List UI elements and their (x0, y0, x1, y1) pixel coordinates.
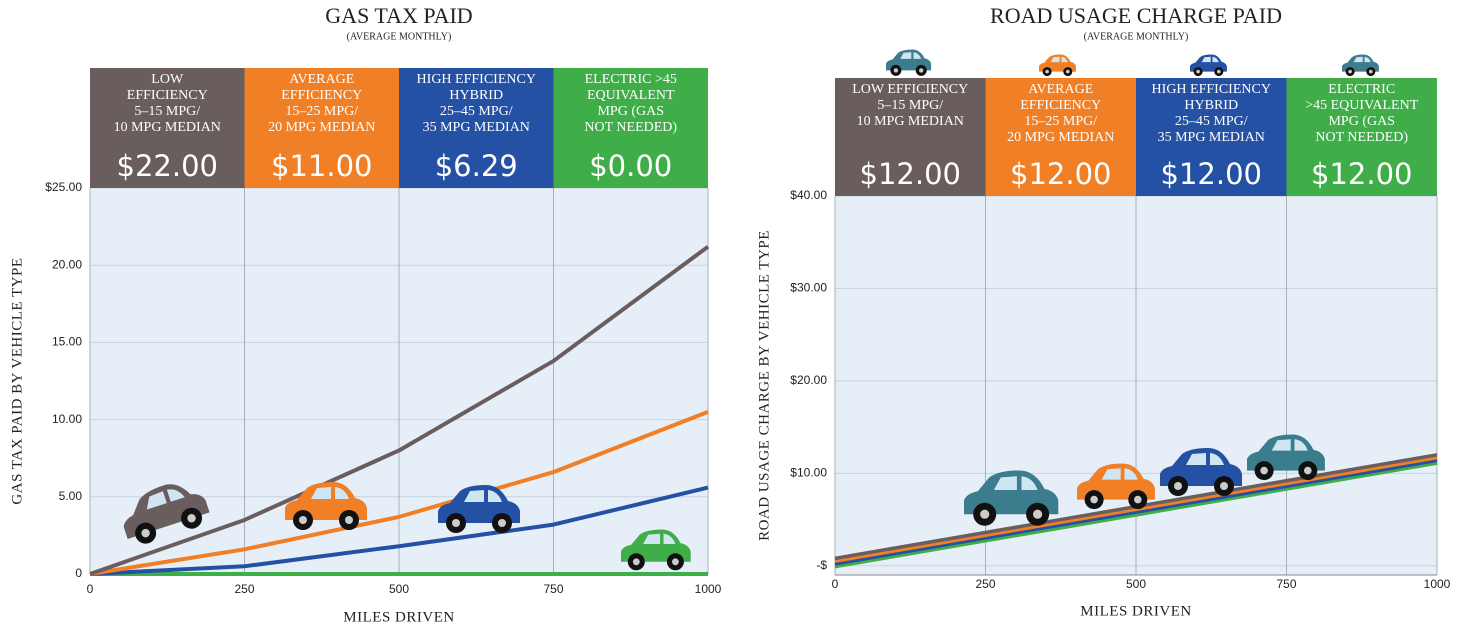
y-tick-label: 20.00 (52, 257, 82, 271)
legend-label: HYBRID (1184, 98, 1238, 113)
legend-label: EFFICIENCY (127, 88, 208, 103)
car-hub (1033, 510, 1042, 519)
legend-label: HIGH EFFICIENCY (417, 72, 536, 87)
car-hub (1134, 496, 1142, 504)
y-axis-label: GAS TAX PAID BY VEHICLE TYPE (9, 257, 25, 504)
y-axis-label: ROAD USAGE CHARGE BY VEHICLE TYPE (756, 230, 772, 541)
car-hub (1369, 70, 1373, 74)
car-icon (1039, 55, 1076, 77)
car-icon (886, 50, 931, 76)
infographic: GAS TAX PAID (AVERAGE MONTHLY) 0 5.00 10.00 1… (0, 0, 1467, 629)
car-hub (452, 519, 460, 527)
legend-label: 25–45 MPG/ (440, 104, 513, 119)
legend-label: 10 MPG MEDIAN (857, 114, 964, 129)
legend-label: >45 EQUIVALENT (1305, 98, 1418, 113)
x-tick-label: 500 (1126, 577, 1146, 591)
legend-label: EQUIVALENT (587, 88, 675, 103)
car-hub (1045, 70, 1049, 74)
car-hub (1196, 70, 1200, 74)
car-hub (980, 510, 989, 519)
legend-label: 5–15 MPG/ (134, 104, 200, 119)
car-hub (894, 68, 898, 72)
legend-label: 5–15 MPG/ (877, 98, 943, 113)
car-hub (919, 68, 923, 72)
legend-label: ELECTRIC >45 (585, 72, 677, 87)
car-hub (672, 558, 679, 565)
legend-amount: $12.00 (1311, 157, 1412, 191)
car-hub (1260, 467, 1268, 475)
car-hub (1304, 467, 1312, 475)
legend-label: 20 MPG MEDIAN (1007, 130, 1114, 145)
y-tick-label: $25.00 (45, 180, 82, 194)
x-tick-label: 500 (389, 582, 409, 596)
legend-label: EFFICIENCY (1020, 98, 1101, 113)
legend-label: 35 MPG MEDIAN (423, 120, 530, 135)
legend-label: LOW (151, 72, 184, 87)
legend-label: EFFICIENCY (281, 88, 362, 103)
chart-title: ROAD USAGE CHARGE PAID (990, 3, 1282, 28)
x-tick-label: 1000 (695, 582, 722, 596)
car-hub (1174, 482, 1182, 490)
legend-amount: $12.00 (1161, 157, 1262, 191)
x-axis-label: MILES DRIVEN (1080, 603, 1191, 619)
y-tick-label: 10.00 (52, 412, 82, 426)
car-icon (1190, 55, 1227, 77)
car-hub (1090, 496, 1098, 504)
chart-title: GAS TAX PAID (325, 3, 472, 28)
legend-label: MPG (GAS (1328, 114, 1395, 129)
y-tick-label: 15.00 (52, 335, 82, 349)
legend-amount: $12.00 (1010, 157, 1111, 191)
x-tick-label: 750 (543, 582, 563, 596)
legend-label: 15–25 MPG/ (1024, 114, 1097, 129)
legend-label: ELECTRIC (1328, 82, 1395, 97)
legend-label: 15–25 MPG/ (285, 104, 358, 119)
legend-label: AVERAGE (1028, 82, 1093, 97)
legend-amount: $11.00 (271, 149, 372, 183)
car-hub (498, 519, 506, 527)
x-tick-label: 0 (87, 582, 94, 596)
y-tick-label: $10.00 (790, 465, 827, 479)
y-tick-label: 5.00 (59, 489, 83, 503)
car-hub (1217, 70, 1221, 74)
legend-label: MPG (GAS (597, 104, 664, 119)
x-tick-label: 1000 (1424, 577, 1451, 591)
legend-amount: $6.29 (435, 149, 518, 183)
car-hub (345, 516, 353, 524)
chart-subtitle: (AVERAGE MONTHLY) (1084, 31, 1189, 42)
car-hub (299, 516, 307, 524)
legend-label: 35 MPG MEDIAN (1158, 130, 1265, 145)
x-tick-label: 0 (832, 577, 839, 591)
y-tick-label: 0 (75, 566, 82, 580)
chart-subtitle: (AVERAGE MONTHLY) (347, 31, 452, 42)
y-tick-label: -$ (816, 558, 827, 572)
x-axis-label: MILES DRIVEN (343, 609, 454, 625)
legend-label: AVERAGE (289, 72, 354, 87)
x-tick-label: 250 (975, 577, 995, 591)
car-hub (1220, 482, 1228, 490)
legend-label: NOT NEEDED) (584, 120, 677, 135)
legend-label: HIGH EFFICIENCY (1152, 82, 1271, 97)
y-tick-label: $20.00 (790, 373, 827, 387)
legend-label: NOT NEEDED) (1315, 130, 1408, 145)
car-icon (1342, 55, 1379, 77)
x-tick-label: 750 (1276, 577, 1296, 591)
car-hub (1348, 70, 1352, 74)
x-tick-label: 250 (234, 582, 254, 596)
y-tick-label: $30.00 (790, 281, 827, 295)
legend-amount: $0.00 (589, 149, 672, 183)
legend-label: LOW EFFICIENCY (852, 82, 968, 97)
car-hub (1066, 70, 1070, 74)
y-tick-label: $40.00 (790, 188, 827, 202)
legend-label: 10 MPG MEDIAN (114, 120, 221, 135)
legend-amount: $22.00 (117, 149, 218, 183)
legend-label: 25–45 MPG/ (1175, 114, 1248, 129)
car-hub (633, 558, 640, 565)
legend-label: 20 MPG MEDIAN (268, 120, 375, 135)
legend-amount: $12.00 (860, 157, 961, 191)
legend-label: HYBRID (449, 88, 503, 103)
